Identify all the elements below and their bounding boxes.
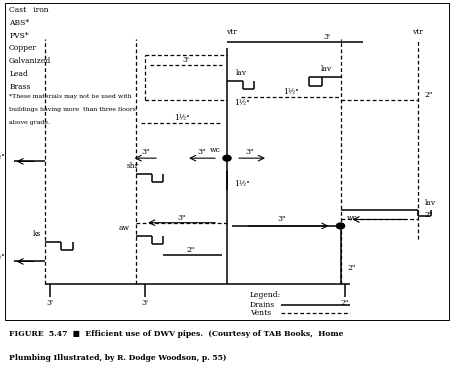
Text: 2": 2" <box>347 264 355 272</box>
Text: 3': 3' <box>46 299 54 308</box>
Text: wc: wc <box>209 146 220 154</box>
Text: 3": 3" <box>141 148 149 156</box>
Text: 1½": 1½" <box>174 114 189 122</box>
Text: vtr: vtr <box>226 28 237 36</box>
Circle shape <box>336 223 345 229</box>
Text: 1½": 1½" <box>234 99 250 107</box>
Text: 1½": 1½" <box>234 180 250 188</box>
Text: 3": 3" <box>178 214 186 222</box>
Text: buildings having more  than three floors: buildings having more than three floors <box>9 107 136 112</box>
Text: 2": 2" <box>424 211 433 219</box>
Text: Plumbing Illustrated, by R. Dodge Woodson, p. 55): Plumbing Illustrated, by R. Dodge Woodso… <box>9 354 227 362</box>
Text: 3": 3" <box>198 148 206 156</box>
Text: lav: lav <box>320 65 331 73</box>
Text: 3': 3' <box>183 56 190 64</box>
Text: lav: lav <box>236 69 247 77</box>
Text: *These materials may not be used with: *These materials may not be used with <box>9 94 132 99</box>
Text: ks: ks <box>33 230 41 238</box>
Text: 3": 3" <box>277 216 286 223</box>
Text: 1½": 1½" <box>283 88 298 96</box>
Text: 2": 2" <box>187 246 195 254</box>
Text: 3": 3" <box>246 148 254 156</box>
Text: 3': 3' <box>142 299 149 308</box>
Text: Vents: Vents <box>250 309 271 317</box>
Text: aw: aw <box>118 224 129 232</box>
Circle shape <box>223 155 231 161</box>
Text: Cast   iron: Cast iron <box>9 6 49 14</box>
Text: 1½": 1½" <box>0 253 5 260</box>
Text: 2": 2" <box>424 91 433 99</box>
Text: shr: shr <box>127 162 139 170</box>
Text: lav: lav <box>424 199 436 207</box>
Text: 1½": 1½" <box>0 152 5 161</box>
Text: Drains: Drains <box>250 301 275 309</box>
Text: 2": 2" <box>341 299 349 308</box>
Text: Lead: Lead <box>9 70 28 78</box>
Text: Copper: Copper <box>9 45 37 52</box>
Text: Legend:: Legend: <box>250 291 281 299</box>
Text: PVS*: PVS* <box>9 32 29 39</box>
Text: Galvanized: Galvanized <box>9 58 51 65</box>
Text: 3': 3' <box>323 33 331 41</box>
Text: ABS*: ABS* <box>9 19 29 27</box>
Text: wc: wc <box>347 214 358 222</box>
Text: FIGURE  5.47  ■  Efficient use of DWV pipes.  (Courtesy of TAB Books,  Home: FIGURE 5.47 ■ Efficient use of DWV pipes… <box>9 330 344 338</box>
Text: Brass: Brass <box>9 83 30 91</box>
Text: above grade.: above grade. <box>9 120 50 125</box>
Text: vtr: vtr <box>412 28 423 36</box>
